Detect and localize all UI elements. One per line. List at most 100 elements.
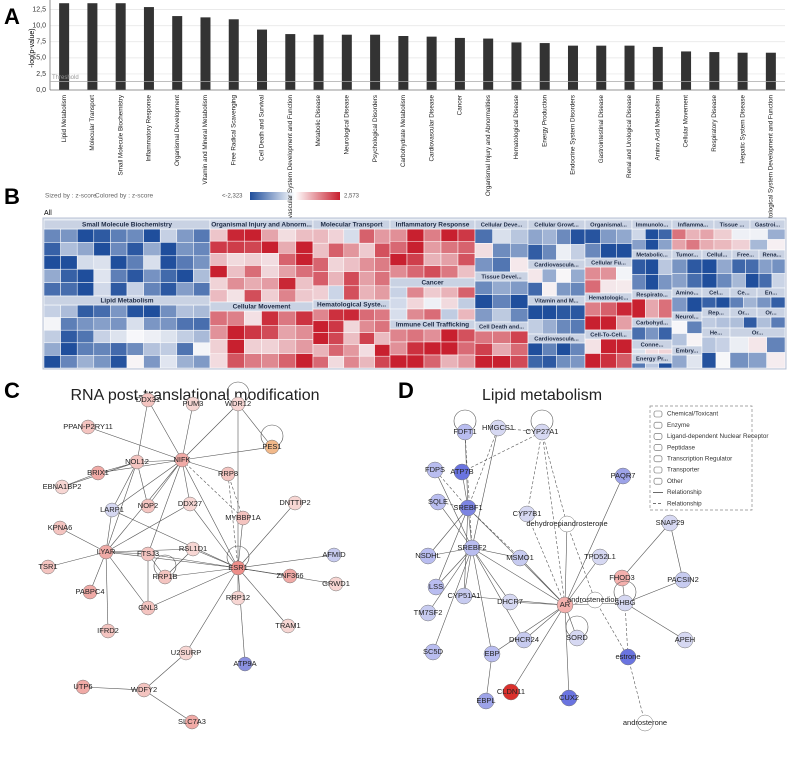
treemap-cell [671, 228, 687, 240]
network-node [636, 714, 654, 732]
treemap-label: Cellular Deve... [481, 222, 523, 228]
treemap-cell [60, 282, 78, 297]
network-node [104, 502, 120, 518]
network-node [586, 591, 604, 609]
treemap-cell [440, 241, 459, 254]
treemap-cell [244, 310, 262, 326]
network-edge [147, 553, 239, 569]
treemap-cell [631, 228, 646, 240]
treemap-cell [510, 308, 529, 323]
network-node [80, 419, 96, 435]
network-edge [491, 604, 566, 655]
treemap-cell [716, 273, 733, 289]
treemap-cell [193, 317, 211, 331]
treemap-cell [527, 355, 543, 369]
network-node [140, 546, 156, 562]
node-label: EBPL [476, 696, 495, 705]
treemap-cell [110, 268, 128, 283]
treemap-cell [570, 319, 586, 335]
network-edge [564, 604, 570, 699]
x-tick-label: Psychological Disorders [372, 95, 379, 162]
treemap-cell [556, 319, 571, 335]
treemap-cell [729, 336, 749, 353]
treemap-cell [312, 308, 329, 322]
treemap-cell [126, 282, 144, 297]
treemap-cell [358, 355, 375, 369]
treemap-cell [389, 341, 408, 356]
x-tick-label: Gastrointestinal Disease [598, 95, 605, 164]
treemap-cell [312, 285, 329, 301]
treemap-cell [423, 297, 442, 310]
treemap-cell [474, 294, 493, 309]
treemap-cell [374, 271, 391, 287]
network-node [419, 547, 437, 565]
y-tick-label: 10,0 [32, 23, 46, 30]
treemap-cell [406, 228, 425, 242]
treemap-cell [60, 255, 78, 270]
treemap-cell [295, 277, 314, 291]
treemap-cell [729, 352, 749, 369]
network-edge [237, 502, 296, 569]
treemap-cell [616, 228, 633, 244]
treemap-cell [570, 244, 586, 261]
network-edge [181, 459, 239, 569]
y-tick-label: 7,5 [36, 39, 46, 46]
treemap-cell [749, 239, 768, 251]
network-node [463, 539, 481, 557]
treemap-cell [244, 289, 262, 303]
treemap-cell [631, 258, 646, 275]
treemap-cell [685, 239, 701, 251]
network-edge [471, 547, 525, 641]
treemap-cell [209, 339, 228, 354]
network-edge [624, 579, 684, 604]
network-node [426, 461, 444, 479]
treemap-cell [658, 228, 673, 240]
treemap-cell [701, 336, 717, 353]
legend-label: Ligand-dependent Nuclear Receptor [667, 433, 769, 440]
treemap-cell [556, 342, 571, 356]
legend-symbol [653, 477, 663, 485]
treemap-cell [645, 348, 659, 355]
bar [200, 17, 211, 90]
treemap-cell [457, 297, 476, 310]
treemap-cell [389, 253, 408, 266]
treemap-cell [616, 301, 633, 317]
network-edge [147, 459, 183, 507]
network-node [613, 569, 631, 587]
network-edge [594, 599, 629, 658]
treemap-cell [328, 271, 345, 287]
network-node [501, 593, 519, 611]
treemap-cell [658, 274, 673, 291]
network-edge [627, 656, 646, 724]
treemap-cell [474, 343, 493, 356]
treemap-cell [671, 239, 687, 251]
treemap-cell [143, 242, 161, 257]
node-label: IFRD2 [97, 626, 119, 635]
legend-label: Relationship [667, 489, 702, 496]
node-label: PABPC4 [75, 587, 104, 596]
network-node [483, 645, 501, 663]
legend-box [649, 405, 753, 511]
treemap-cell [358, 344, 375, 357]
bar [539, 43, 550, 90]
network-edge [427, 507, 469, 557]
node-label: PPAN-P2RY11 [63, 422, 113, 431]
treemap-cell [713, 239, 733, 251]
treemap-cell [295, 339, 314, 354]
treemap-cell [671, 296, 688, 313]
node-label: NOL12 [125, 457, 149, 466]
treemap-cell [457, 241, 476, 254]
treemap-cell [440, 328, 459, 343]
treemap-cell [176, 255, 194, 270]
bar [115, 3, 126, 90]
treemap-cell [126, 228, 144, 243]
treemap-cell [406, 286, 425, 299]
treemap-cell [93, 304, 111, 318]
network-edge [147, 459, 183, 555]
treemap-label: Inflamma... [678, 222, 709, 228]
network-edge [564, 556, 601, 606]
treemap-cell [731, 258, 746, 274]
treemap-label: Rena... [762, 252, 781, 258]
treemap-cell [76, 329, 95, 344]
treemap-cell [685, 228, 701, 240]
